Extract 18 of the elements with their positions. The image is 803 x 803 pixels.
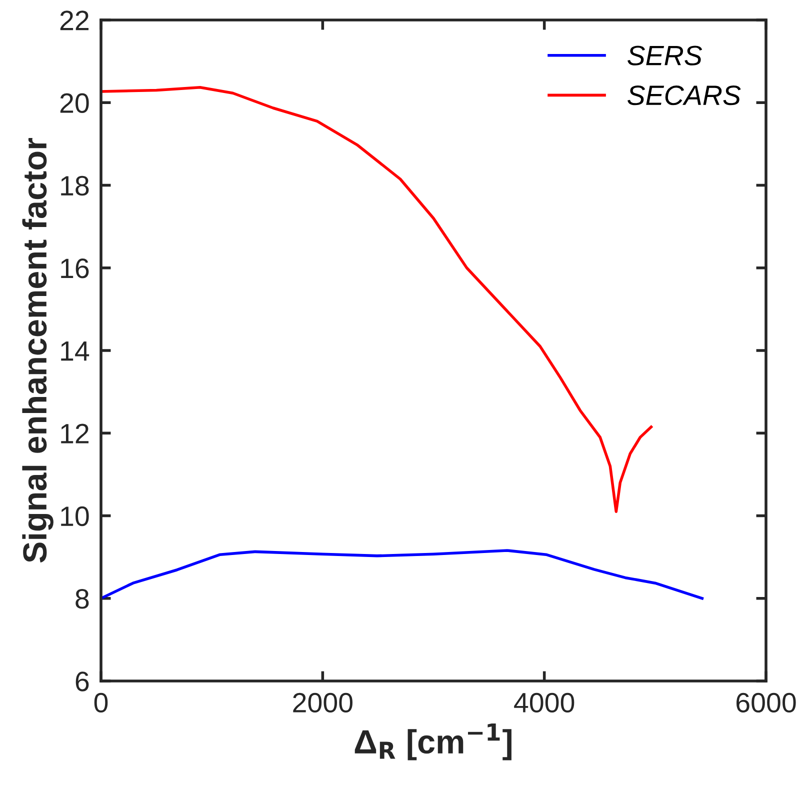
y-tick-label: 20 xyxy=(60,93,89,113)
y-axis-title: Signal enhancement factor xyxy=(22,138,54,563)
legend-label: SECARS xyxy=(628,86,741,106)
x-tick-label: 6000 xyxy=(736,692,796,713)
y-tick-label: 16 xyxy=(61,258,89,278)
y-tick-label: 10 xyxy=(61,506,89,526)
x-tick-label: 2000 xyxy=(293,692,352,713)
y-tick-label: 8 xyxy=(76,589,89,609)
y-tick-label: 14 xyxy=(61,341,90,361)
y-tick-label: 6 xyxy=(76,672,89,692)
x-axis-title: Δ$_{R}$ [cm$^{−1}$] xyxy=(354,724,512,760)
y-tick-label: 12 xyxy=(61,424,88,444)
y-tick-label: 18 xyxy=(61,176,89,196)
line-series xyxy=(101,549,704,600)
y-tick-label: 22 xyxy=(60,10,88,30)
legend-label: SERS xyxy=(628,46,702,66)
x-tick-label: 4000 xyxy=(514,692,574,713)
x-tick-label: 0 xyxy=(94,692,108,713)
